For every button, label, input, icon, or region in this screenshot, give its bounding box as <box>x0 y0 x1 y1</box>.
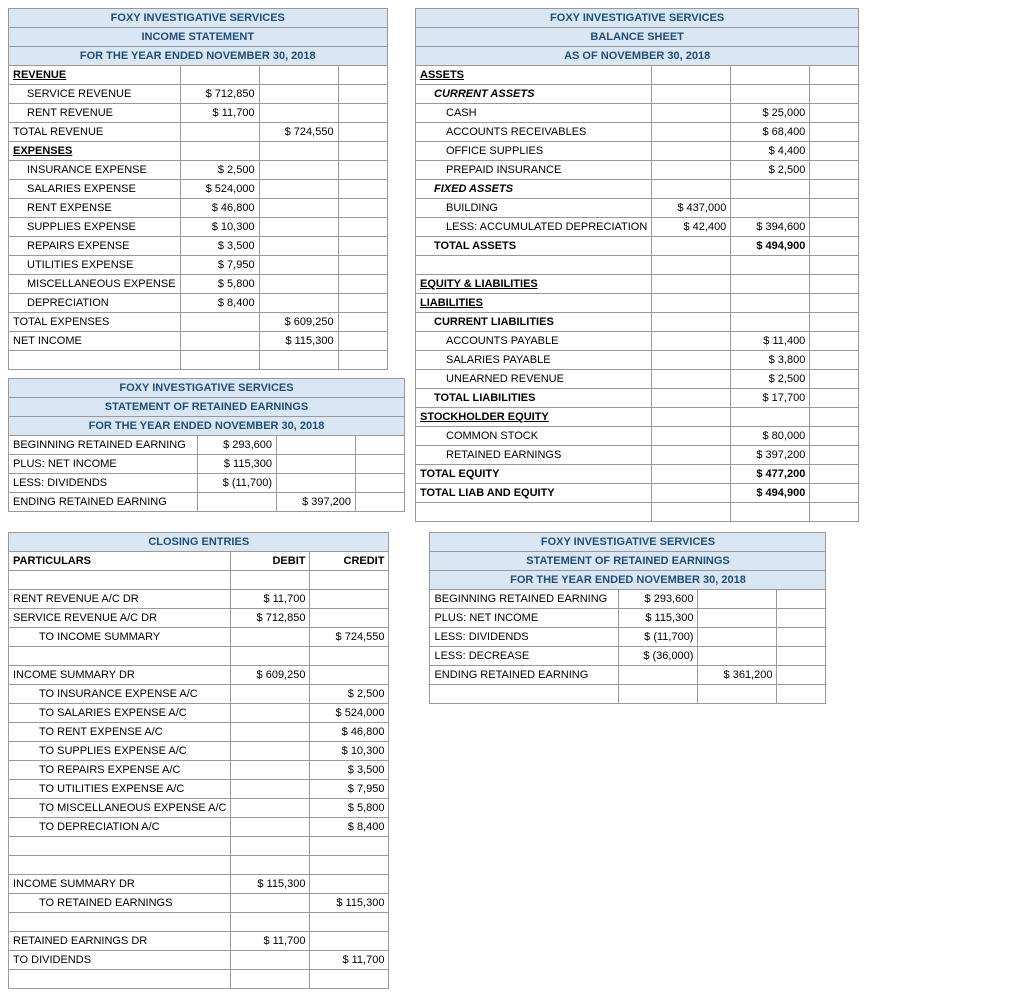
revenue-header: REVENUE <box>9 66 181 85</box>
retained-earnings-table-2: FOXY INVESTIGATIVE SERVICES STATEMENT OF… <box>429 532 826 704</box>
income-title: INCOME STATEMENT <box>9 28 388 47</box>
income-period: FOR THE YEAR ENDED NOVEMBER 30, 2018 <box>9 47 388 66</box>
income-statement-table: FOXY INVESTIGATIVE SERVICES INCOME STATE… <box>8 8 388 370</box>
closing-entries-table: CLOSING ENTRIES PARTICULARS DEBIT CREDIT… <box>8 532 389 989</box>
retained-earnings-table-1: FOXY INVESTIGATIVE SERVICES STATEMENT OF… <box>8 378 405 512</box>
company-name: FOXY INVESTIGATIVE SERVICES <box>9 9 388 28</box>
balance-sheet-table: FOXY INVESTIGATIVE SERVICES BALANCE SHEE… <box>415 8 859 522</box>
